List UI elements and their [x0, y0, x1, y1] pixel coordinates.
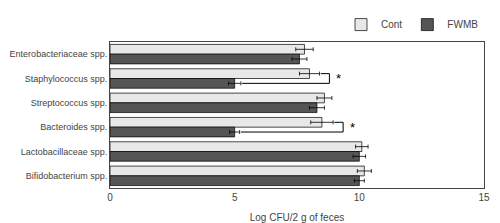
svg-text:Enterobacteriaceae spp.: Enterobacteriaceae spp.	[10, 49, 108, 59]
svg-text:0: 0	[107, 192, 113, 203]
svg-text:*: *	[336, 71, 341, 86]
svg-text:*: *	[350, 120, 355, 135]
svg-text:Bacteroides spp.: Bacteroides spp.	[40, 122, 107, 132]
svg-text:15: 15	[478, 192, 490, 203]
svg-text:10: 10	[354, 192, 366, 203]
svg-text:5: 5	[232, 192, 238, 203]
svg-text:FWMB: FWMB	[447, 19, 478, 30]
svg-text:Cont: Cont	[381, 19, 402, 30]
svg-text:Staphylococcus spp.: Staphylococcus spp.	[25, 74, 108, 84]
svg-text:Bifidobacterium spp.: Bifidobacterium spp.	[26, 171, 108, 181]
svg-text:Log CFU/2 g of feces: Log CFU/2 g of feces	[250, 212, 345, 223]
svg-text:Streptococcus spp.: Streptococcus spp.	[31, 98, 108, 108]
svg-text:Lactobacillaceae spp.: Lactobacillaceae spp.	[21, 147, 108, 157]
